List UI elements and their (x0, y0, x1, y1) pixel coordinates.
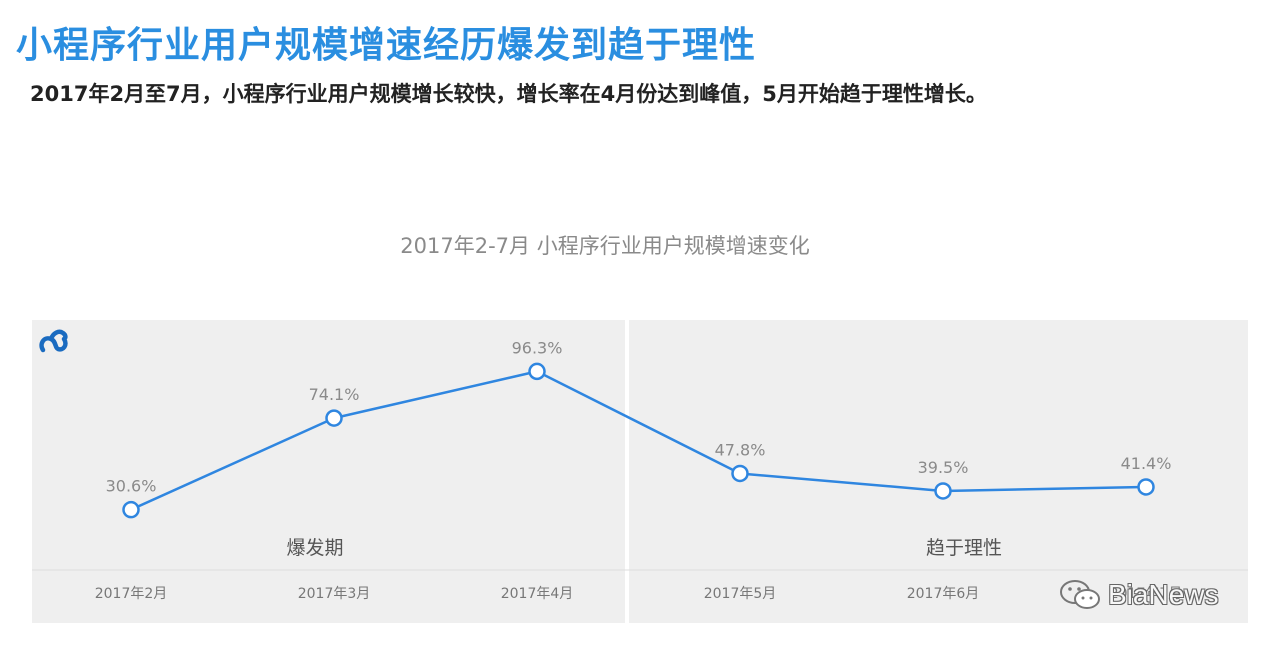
chart-title: 2017年2-7月 小程序行业用户规模增速变化 (400, 234, 810, 258)
x-tick-label: 2017年2月 (95, 586, 168, 602)
miniprogram-logo-icon (39, 329, 68, 353)
x-tick-label: 2017年3月 (298, 586, 371, 602)
data-label: 96.3% (512, 338, 563, 357)
phase-label: 趋于理性 (926, 537, 1002, 559)
page-subtitle: 2017年2月至7月，小程序行业用户规模增长较快，增长率在4月份达到峰值，5月开… (30, 82, 987, 106)
phase-label: 爆发期 (286, 537, 343, 559)
data-label: 39.5% (918, 458, 969, 477)
data-point (528, 362, 546, 381)
watermark-text: BiaNews (1108, 579, 1219, 610)
data-label: 47.8% (715, 440, 766, 459)
data-point (1137, 478, 1155, 496)
watermark: BiaNews (1058, 578, 1218, 612)
x-tick-label: 2017年7月 (1110, 586, 1183, 602)
data-label: 30.6% (106, 477, 157, 496)
data-point (325, 409, 343, 427)
x-tick-label: 2017年5月 (704, 586, 777, 602)
data-point (122, 500, 140, 519)
data-label: 41.4% (1121, 454, 1172, 473)
x-tick-label: 2017年4月 (501, 586, 574, 602)
chart-marks: 爆发期 趋于理性 2017年2月 2017年3月 2017年4月 2017年5月 2017年… (95, 338, 1183, 602)
series-line (130, 370, 1147, 511)
page-title: 小程序行业用户规模增速经历爆发到趋于理性 (16, 25, 757, 66)
data-point (934, 482, 952, 500)
wechat-icon (1060, 580, 1100, 609)
phase-panel (32, 320, 625, 623)
x-tick-label: 2017年6月 (907, 586, 980, 602)
data-point (731, 464, 749, 483)
data-label: 74.1% (309, 385, 360, 404)
